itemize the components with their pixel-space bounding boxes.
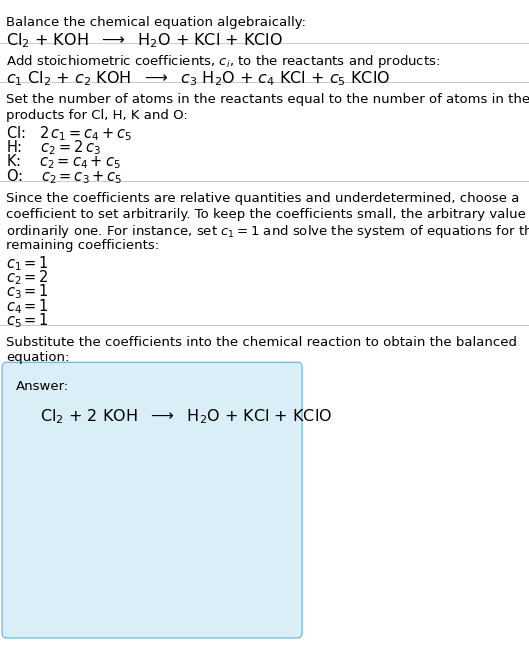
Text: Substitute the coefficients into the chemical reaction to obtain the balanced: Substitute the coefficients into the che… — [6, 336, 517, 349]
Text: Add stoichiometric coefficients, $c_i$, to the reactants and products:: Add stoichiometric coefficients, $c_i$, … — [6, 53, 441, 70]
Text: K:    $c_2 = c_4 + c_5$: K: $c_2 = c_4 + c_5$ — [6, 153, 121, 171]
Text: coefficient to set arbitrarily. To keep the coefficients small, the arbitrary va: coefficient to set arbitrarily. To keep … — [6, 208, 529, 221]
Text: $c_1$ Cl$_2$ + $c_2$ KOH  $\longrightarrow$  $c_3$ H$_2$O + $c_4$ KCl + $c_5$ KC: $c_1$ Cl$_2$ + $c_2$ KOH $\longrightarro… — [6, 69, 390, 88]
Text: $c_3 = 1$: $c_3 = 1$ — [6, 283, 49, 302]
Text: H:    $c_2 = 2\,c_3$: H: $c_2 = 2\,c_3$ — [6, 138, 101, 157]
Text: $c_1 = 1$: $c_1 = 1$ — [6, 254, 49, 273]
Text: remaining coefficients:: remaining coefficients: — [6, 239, 159, 252]
Text: $c_2 = 2$: $c_2 = 2$ — [6, 269, 49, 287]
Text: products for Cl, H, K and O:: products for Cl, H, K and O: — [6, 109, 188, 122]
FancyBboxPatch shape — [2, 362, 302, 638]
Text: Cl$_2$ + KOH  $\longrightarrow$  H$_2$O + KCl + KClO: Cl$_2$ + KOH $\longrightarrow$ H$_2$O + … — [6, 32, 283, 50]
Text: Since the coefficients are relative quantities and underdetermined, choose a: Since the coefficients are relative quan… — [6, 192, 519, 205]
Text: $c_4 = 1$: $c_4 = 1$ — [6, 297, 49, 316]
Text: Cl$_2$ + 2 KOH  $\longrightarrow$  H$_2$O + KCl + KClO: Cl$_2$ + 2 KOH $\longrightarrow$ H$_2$O … — [40, 408, 332, 426]
Text: Cl:   $2\,c_1 = c_4 + c_5$: Cl: $2\,c_1 = c_4 + c_5$ — [6, 124, 133, 143]
Text: Answer:: Answer: — [16, 380, 69, 393]
Text: equation:: equation: — [6, 351, 70, 364]
Text: O:    $c_2 = c_3 + c_5$: O: $c_2 = c_3 + c_5$ — [6, 167, 123, 186]
Text: Set the number of atoms in the reactants equal to the number of atoms in the: Set the number of atoms in the reactants… — [6, 93, 529, 106]
Text: ordinarily one. For instance, set $c_1 = 1$ and solve the system of equations fo: ordinarily one. For instance, set $c_1 =… — [6, 223, 529, 240]
Text: $c_5 = 1$: $c_5 = 1$ — [6, 311, 49, 330]
Text: Balance the chemical equation algebraically:: Balance the chemical equation algebraica… — [6, 16, 306, 29]
